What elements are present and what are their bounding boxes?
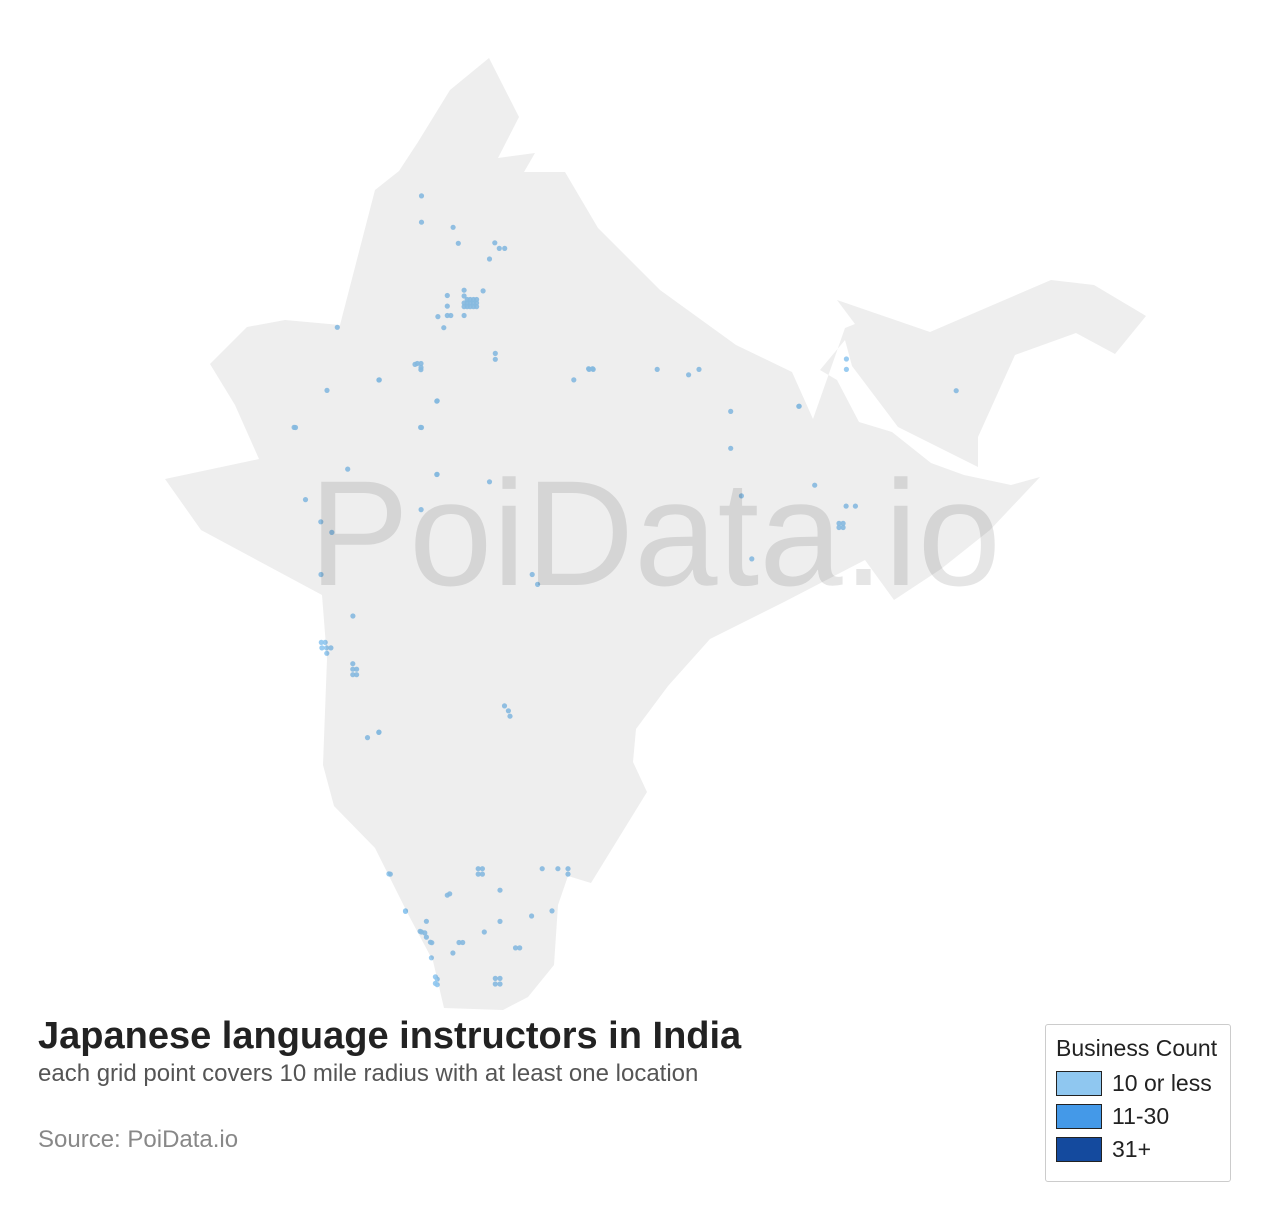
- svg-text:PoiData.io: PoiData.io: [309, 449, 1001, 617]
